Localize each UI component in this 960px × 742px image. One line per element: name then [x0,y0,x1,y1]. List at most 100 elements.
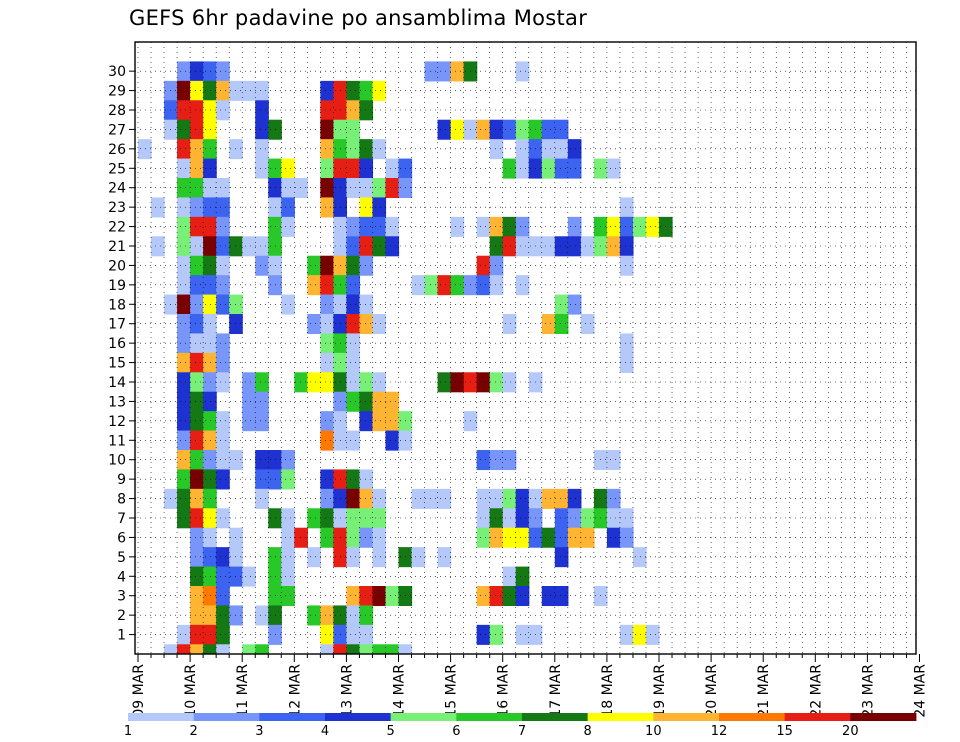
x-tick-label: 16 MAR [496,664,512,718]
heatmap-cell [606,236,621,257]
legend-label: 20 [842,724,859,739]
heatmap-cell [203,430,217,451]
x-tick-label: 14 MAR [392,664,408,718]
heatmap-cell [515,158,530,179]
heatmap-cell [177,624,191,645]
heatmap-cell [346,605,361,626]
heatmap-cell [177,158,191,179]
heatmap-cell [216,508,230,529]
heatmap-cell [203,255,217,276]
heatmap-cell [333,624,348,645]
y-tick-label: 18 [108,297,126,313]
heatmap-cell [489,586,504,607]
heatmap-cell [255,119,269,140]
heatmap-cell [320,255,334,276]
heatmap-cell [346,352,361,373]
legend-label: 4 [321,724,329,739]
x-tick-label: 17 MAR [548,664,564,718]
x-tick-label: 09 MAR [131,664,147,718]
heatmap-cell [203,547,217,568]
legend-swatch [719,713,786,721]
heatmap-cell [372,586,387,607]
heatmap-cell [502,450,517,471]
heatmap-cell [645,216,660,237]
heatmap-cell [346,80,361,101]
x-tick-label: 13 MAR [339,664,355,718]
heatmap-cell [216,80,230,101]
heatmap-cell [320,411,334,432]
y-tick-label: 27 [108,122,126,138]
heatmap-cell [450,372,465,393]
heatmap-cell [203,411,217,432]
heatmap-cell [216,644,230,654]
heatmap-cell [502,527,517,548]
heatmap-cell [203,450,217,471]
heatmap-cell [437,488,452,509]
heatmap-cell [320,372,334,393]
heatmap-cell [177,488,191,509]
heatmap-cell [216,255,230,276]
heatmap-cell [346,527,361,548]
heatmap-cell [346,547,361,568]
heatmap-cell [177,508,191,529]
heatmap-cell [476,508,491,529]
heatmap-cell [203,333,217,354]
heatmap-cell [385,178,400,199]
heatmap-cell [190,527,204,548]
heatmap-cell [593,450,608,471]
heatmap-cell [255,139,269,160]
heatmap-cell [567,488,582,509]
heatmap-cell [216,333,230,354]
heatmap-cell [138,139,152,160]
legend-label: 15 [776,724,793,739]
heatmap-cell [359,80,374,101]
heatmap-cell [255,158,269,179]
heatmap-cell [177,333,191,354]
heatmap-cell [268,216,282,237]
heatmap-cell [320,644,334,654]
heatmap-cell [307,314,321,335]
heatmap-cell [606,508,621,529]
y-tick-label: 28 [108,103,126,119]
heatmap-cell [346,119,361,140]
heatmap-cell [177,430,191,451]
heatmap-cell [216,547,230,568]
heatmap-cell [294,178,308,199]
heatmap-cell [385,430,400,451]
heatmap-cell [307,372,321,393]
heatmap-cell [359,197,374,218]
heatmap-cell [333,314,348,335]
heatmap-cell [216,450,230,471]
heatmap-cell [502,372,517,393]
legend-swatch [522,713,589,721]
heatmap-cell [216,275,230,296]
y-tick-label: 5 [117,550,126,566]
heatmap-cell [333,352,348,373]
heatmap-cell [190,411,204,432]
heatmap-cell [567,236,582,257]
heatmap-cell [593,488,608,509]
heatmap-cell [333,469,348,490]
heatmap-cell [346,333,361,354]
heatmap-cell [203,119,217,140]
heatmap-cell [203,586,217,607]
heatmap-cell [190,624,204,645]
heatmap-cell [190,372,204,393]
heatmap-cell [242,80,256,101]
heatmap-cell [437,275,452,296]
heatmap-cell [372,391,387,412]
heatmap-cell [190,644,204,654]
heatmap-cell [320,333,334,354]
heatmap-cell [554,586,569,607]
heatmap-cell [359,488,374,509]
heatmap-cell [320,197,334,218]
heatmap-cell [515,139,530,160]
heatmap-cell [359,372,374,393]
heatmap-cell [307,255,321,276]
heatmap-cell [203,372,217,393]
heatmap-cell [398,586,413,607]
heatmap-cell [476,488,491,509]
heatmap-cell [659,216,673,237]
heatmap-cell [580,508,595,529]
heatmap-cell [177,178,191,199]
